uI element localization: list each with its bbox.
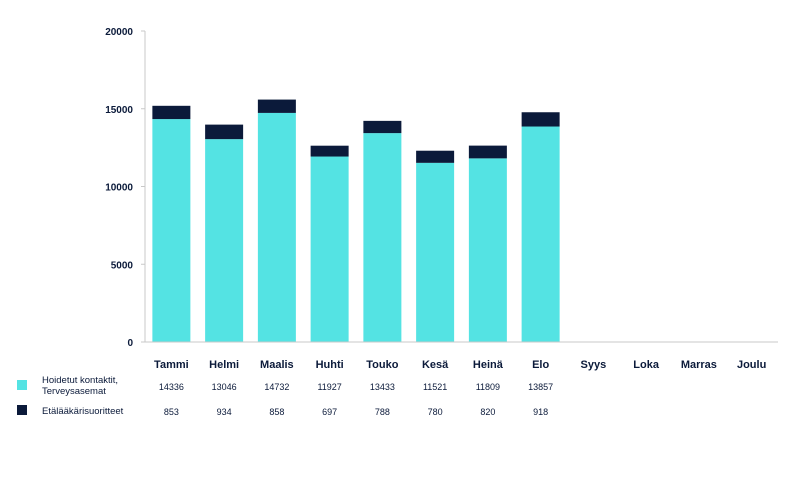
y-tick-label: 10000 <box>105 183 133 194</box>
bar-etalaakari-6 <box>468 145 507 159</box>
bar-etalaakari-7 <box>521 112 560 127</box>
value-label: 788 <box>375 407 390 417</box>
bar-etalaakari-0 <box>152 105 191 120</box>
x-category-label: Elo <box>532 359 549 371</box>
bar-etalaakari-5 <box>416 150 455 163</box>
value-label: 780 <box>428 407 443 417</box>
bar-etalaakari-3 <box>310 145 349 157</box>
x-category-label: Loka <box>633 359 660 371</box>
value-label: 697 <box>322 407 337 417</box>
bar-hoidetut-6 <box>468 158 507 342</box>
value-label: 934 <box>217 407 232 417</box>
bar-etalaakari-1 <box>205 124 244 140</box>
y-tick-label: 5000 <box>111 260 134 271</box>
bar-hoidetut-2 <box>257 112 296 343</box>
bar-hoidetut-7 <box>521 126 560 342</box>
y-tick-label: 15000 <box>105 105 133 116</box>
x-category-label: Huhti <box>316 359 344 371</box>
x-category-label: Syys <box>581 359 607 371</box>
value-label: 853 <box>164 407 179 417</box>
bar-hoidetut-0 <box>152 119 191 343</box>
bars <box>152 99 560 343</box>
value-label: 820 <box>480 407 495 417</box>
x-category-label: Touko <box>366 359 398 371</box>
value-label: 11809 <box>476 382 500 392</box>
x-category-label: Maalis <box>260 359 294 371</box>
x-category-label: Tammi <box>154 359 189 371</box>
bar-hoidetut-4 <box>363 133 402 342</box>
legend-label: Hoidetut kontaktit, <box>42 375 118 386</box>
bar-etalaakari-4 <box>363 120 402 134</box>
legend-swatch <box>17 405 27 415</box>
value-label: 858 <box>269 407 284 417</box>
y-axis: 0 5000 10000 15000 20000 <box>105 27 146 349</box>
value-label: 13433 <box>370 382 395 392</box>
x-category-label: Joulu <box>737 359 766 371</box>
legend-swatch <box>17 380 27 390</box>
value-label: 918 <box>533 407 548 417</box>
value-label: 11927 <box>317 382 341 392</box>
x-axis: Tammi Helmi Maalis Huhti Touko Kesä Heinä Elo Sy… <box>145 341 778 371</box>
y-tick-label: 20000 <box>105 27 133 38</box>
y-tick-label: 0 <box>127 338 133 349</box>
value-label: 13046 <box>212 382 237 392</box>
legend-label: Terveysasemat <box>42 386 106 397</box>
bar-etalaakari-2 <box>257 99 296 113</box>
legend-table: Hoidetut kontaktit,Terveysasemat 14336 130… <box>17 375 553 417</box>
bar-hoidetut-5 <box>416 162 455 342</box>
value-label: 13857 <box>528 382 553 392</box>
x-category-label: Marras <box>681 359 717 371</box>
x-category-label: Helmi <box>209 359 239 371</box>
bar-hoidetut-3 <box>310 156 349 342</box>
bar-hoidetut-1 <box>205 139 244 342</box>
x-category-label: Kesä <box>422 359 449 371</box>
value-label: 11521 <box>423 382 447 392</box>
x-category-label: Heinä <box>473 359 504 371</box>
value-label: 14732 <box>264 382 289 392</box>
legend-label: Etälääkärisuoritteet <box>42 406 124 417</box>
value-label: 14336 <box>159 382 184 392</box>
